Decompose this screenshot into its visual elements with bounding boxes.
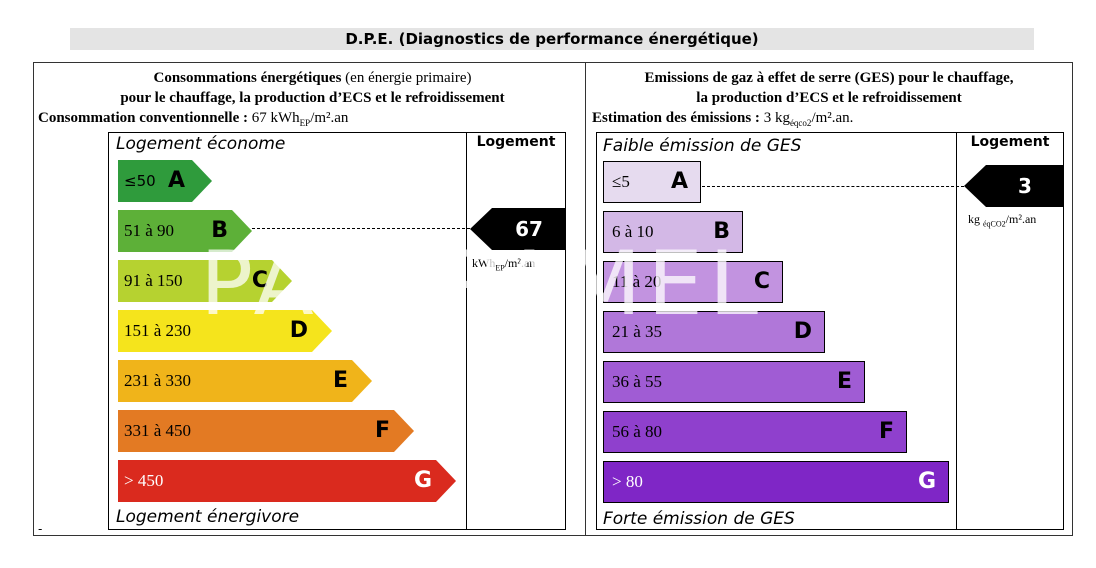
energy-class-bar-e: 231 à 330 E [118,360,372,402]
energy-class-range: 91 à 150 [124,271,183,290]
ges-class-letter: A [670,169,688,194]
ges-class-letter: F [878,419,894,444]
footnote-mark: - [38,522,43,536]
energy-value-marker: 67 [470,208,566,250]
energy-top-label: Logement économe [116,134,286,154]
section-divider [585,62,586,536]
ges-class-range: 56 à 80 [612,422,663,441]
energy-class-bar-d: 151 à 230 D [118,310,332,352]
energy-class-arrow-a [118,160,212,202]
ges-class-letter: D [793,319,812,344]
energy-class-letter: C [251,268,268,293]
ges-class-range: > 80 [612,472,643,491]
ges-class-bar-b: 6 à 10 B [603,211,743,253]
energy-class-arrow-g [118,460,456,502]
energy-class-letter: G [413,468,432,493]
energy-class-range: 331 à 450 [124,421,192,440]
energy-class-letter: D [289,318,308,343]
energy-unit: kWhEP/m².an [472,256,536,273]
ges-unit: kg éqCO2/m².an [968,212,1037,229]
ges-class-letter: G [917,469,936,494]
ges-header-line1: Emissions de gaz à effet de serre (GES) … [644,70,1014,86]
energy-header-line2: pour le chauffage, la production d’ECS e… [120,90,505,106]
energy-class-arrow-d [118,310,332,352]
ges-class-letter: C [753,269,770,294]
ges-top-label: Faible émission de GES [603,136,802,156]
ges-pointer-line [702,186,964,187]
energy-class-range: 231 à 330 [124,371,192,390]
energy-class-bar-f: 331 à 450 F [118,410,414,452]
ges-marker-arrow [964,165,1064,207]
energy-class-letter: A [168,168,186,193]
ges-bottom-label: Forte émission de GES [603,509,795,529]
ges-scale-box [596,132,1064,530]
energy-class-bar-g: > 450 G [118,460,456,502]
ges-class-range: 36 à 55 [612,372,663,391]
energy-class-letter: B [211,218,228,243]
ges-value-marker: 3 [964,165,1064,207]
energy-class-range: > 450 [124,471,164,490]
energy-class-bar-c: 91 à 150 C [118,260,292,302]
dpe-frame [33,62,1073,536]
ges-class-bar-f: 56 à 80 F [603,411,907,453]
energy-header-line1: Consommations énergétiques (en énergie p… [153,70,472,86]
energy-class-letter: F [374,418,390,443]
page-title: D.P.E. (Diagnostics de performance énerg… [70,28,1034,50]
ges-class-range: 11 à 20 [612,272,662,291]
ges-header-line2: la production d’ECS et le refroidissemen… [696,90,962,106]
ges-class-range: ≤5 [612,172,630,191]
energy-marker-arrow [470,208,566,250]
ges-value: 3 [1018,174,1032,198]
energy-class-arrow-e [118,360,372,402]
energy-class-arrow-f [118,410,414,452]
ges-class-bar-g: > 80 G [603,461,949,503]
energy-header-line3: Consommation conventionnelle : 67 kWhEP/… [38,110,349,128]
energy-class-range: ≤50 [124,172,156,190]
ges-class-letter: B [713,219,730,244]
energy-class-arrow-b [118,210,252,252]
energy-class-range: 51 à 90 [124,221,175,240]
energy-column-head: Logement [476,134,556,150]
watermark: PAPRPAMEL [200,232,765,335]
energy-class-letter: E [332,368,348,393]
energy-value: 67 [515,217,543,241]
ges-header-line3: Estimation des émissions : 3 kgéqco2/m².… [592,110,854,128]
energy-class-arrow-c [118,260,292,302]
ges-class-letter: E [836,369,852,394]
energy-class-range: 151 à 230 [124,321,192,340]
energy-class-bar-a: ≤50 A [118,160,212,202]
energy-scale-box [108,132,566,530]
energy-pointer-line [252,228,470,229]
ges-class-bar-e: 36 à 55 E [603,361,865,403]
ges-column-head: Logement [970,134,1050,150]
energy-column-separator [466,132,467,530]
ges-class-range: 6 à 10 [612,222,654,241]
ges-class-bar-d: 21 à 35 D [603,311,825,353]
energy-bottom-label: Logement énergivore [116,507,300,527]
ges-column-separator [956,132,957,530]
ges-class-bar-a: ≤5 A [603,161,701,203]
ges-class-range: 21 à 35 [612,322,663,341]
energy-class-bar-b: 51 à 90 B [118,210,252,252]
ges-class-bar-c: 11 à 20 C [603,261,783,303]
